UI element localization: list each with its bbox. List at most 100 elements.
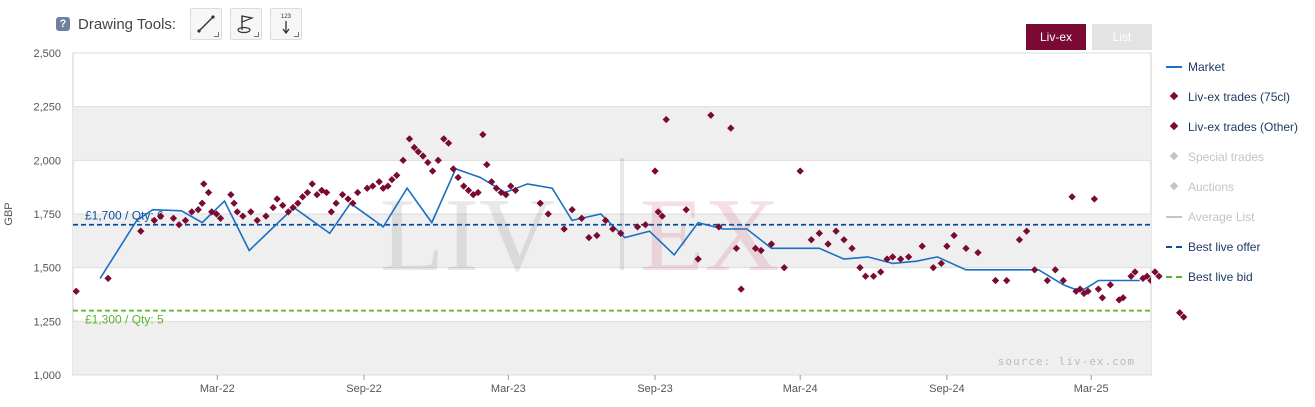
trade-75cl-point [651, 167, 659, 175]
trade-75cl-point [444, 139, 453, 147]
trade-75cl-point [796, 167, 804, 175]
trade-75cl-point [175, 220, 183, 229]
trade-75cl-point [1076, 285, 1084, 293]
trade-75cl-point [824, 240, 832, 248]
drawing-tools-label: Drawing Tools: [78, 15, 177, 33]
legend-item[interactable]: Best live offer [1166, 232, 1315, 262]
x-tick-label: Sep-23 [637, 383, 672, 395]
chart-legend: Market Liv-ex trades (75cl) Liv-ex trades … [1166, 52, 1315, 292]
y-tick-label: 2,000 [33, 155, 61, 167]
legend-dash-icon [1166, 242, 1184, 252]
trade-75cl-point [188, 208, 196, 216]
trade-75cl-point [318, 186, 326, 195]
trade-75cl-point [991, 276, 1000, 285]
trade-75cl-point [353, 188, 362, 197]
flag-tool-button[interactable] [230, 8, 263, 40]
trade-75cl-point [1068, 193, 1076, 201]
trade-75cl-point [641, 220, 650, 229]
trade-75cl-point [654, 208, 662, 216]
legend-item[interactable]: Best live bid [1166, 262, 1315, 292]
trade-75cl-point [137, 227, 145, 235]
legend-diamond-icon [1166, 181, 1184, 192]
grid-band [73, 106, 1151, 161]
tab-liv-ex[interactable]: Liv-ex [1026, 24, 1086, 50]
legend-dash-icon [1166, 272, 1184, 282]
help-icon[interactable]: ? [56, 17, 70, 31]
trade-75cl-point [198, 199, 206, 208]
trade-75cl-point [1106, 281, 1115, 289]
trade-75cl-point [419, 152, 427, 160]
trade-75cl-point [150, 216, 159, 225]
legend-item[interactable]: Market [1166, 52, 1315, 82]
trade-75cl-point [492, 184, 501, 192]
legend-item[interactable]: Auctions [1166, 172, 1315, 202]
trade-75cl-point [883, 255, 891, 263]
legend-label: Market [1188, 60, 1225, 74]
legend-line-icon [1166, 212, 1184, 222]
trade-75cl-point [617, 229, 625, 238]
trade-75cl-point [609, 225, 617, 233]
x-tick-label: Mar-25 [1074, 383, 1109, 395]
x-tick-label: Mar-24 [783, 383, 818, 395]
trade-75cl-point [392, 171, 401, 180]
trade-75cl-point [181, 216, 190, 225]
trade-75cl-point [344, 195, 352, 203]
value-marker-tool-button[interactable]: 123 [270, 8, 303, 40]
legend-label: Special trades [1188, 150, 1265, 164]
tool-menu-corner [214, 32, 220, 37]
number-arrow-icon: 123 [281, 14, 292, 35]
trade-75cl-point [384, 182, 392, 190]
trade-75cl-point [216, 214, 225, 223]
trade-75cl-point [929, 263, 938, 272]
trade-75cl-point [1094, 285, 1103, 293]
legend-item[interactable]: Average List [1166, 202, 1315, 232]
trade-75cl-point [1131, 268, 1139, 276]
market-line [99, 167, 1140, 293]
trade-75cl-point [815, 229, 824, 238]
trade-75cl-point [585, 233, 593, 242]
trade-75cl-point [247, 208, 255, 216]
legend-item[interactable]: Liv-ex trades (Other) [1166, 112, 1315, 142]
flag-marker-icon [237, 15, 255, 34]
trade-75cl-point [1084, 287, 1092, 296]
legend-diamond-icon [1166, 91, 1184, 102]
trade-other-point [1175, 308, 1184, 317]
line-tool-button[interactable] [190, 8, 223, 40]
legend-item[interactable]: Special trades [1166, 142, 1315, 172]
trade-75cl-point [474, 188, 482, 197]
trade-75cl-point [156, 212, 165, 220]
x-tick-label: Sep-24 [929, 383, 964, 395]
trade-75cl-point [1143, 272, 1151, 281]
trade-75cl-point [194, 205, 202, 214]
x-tick-label: Sep-22 [346, 383, 381, 395]
trade-75cl-point [560, 225, 568, 233]
trade-75cl-point [369, 182, 377, 190]
trade-75cl-point [424, 158, 432, 167]
trade-75cl-point [767, 240, 776, 248]
trade-75cl-point [1127, 272, 1135, 281]
trade-75cl-point [577, 214, 586, 223]
trade-75cl-point [308, 180, 316, 188]
watermark-divider [620, 158, 624, 270]
trade-75cl-point [662, 115, 670, 124]
trade-75cl-point [454, 173, 462, 182]
trade-75cl-point [487, 178, 496, 186]
trade-75cl-point [757, 246, 765, 255]
trade-75cl-point [388, 175, 396, 184]
trade-75cl-point [856, 263, 864, 272]
y-tick-label: 1,250 [33, 316, 61, 328]
trade-75cl-point [414, 147, 423, 156]
trade-75cl-point [751, 244, 760, 253]
trade-75cl-point [707, 111, 715, 120]
trade-75cl-point [1151, 268, 1159, 276]
trade-75cl-point [869, 272, 878, 281]
tab-list[interactable]: List [1092, 24, 1152, 50]
grid-band [73, 214, 1151, 268]
trade-75cl-point [974, 248, 982, 257]
legend-diamond-icon [1166, 121, 1184, 132]
legend-item[interactable]: Liv-ex trades (75cl) [1166, 82, 1315, 112]
legend-label: Best live offer [1188, 240, 1261, 254]
watermark-text-left: LIV [380, 176, 555, 293]
trade-75cl-point [1043, 276, 1052, 285]
diagonal-line-icon [197, 15, 215, 33]
